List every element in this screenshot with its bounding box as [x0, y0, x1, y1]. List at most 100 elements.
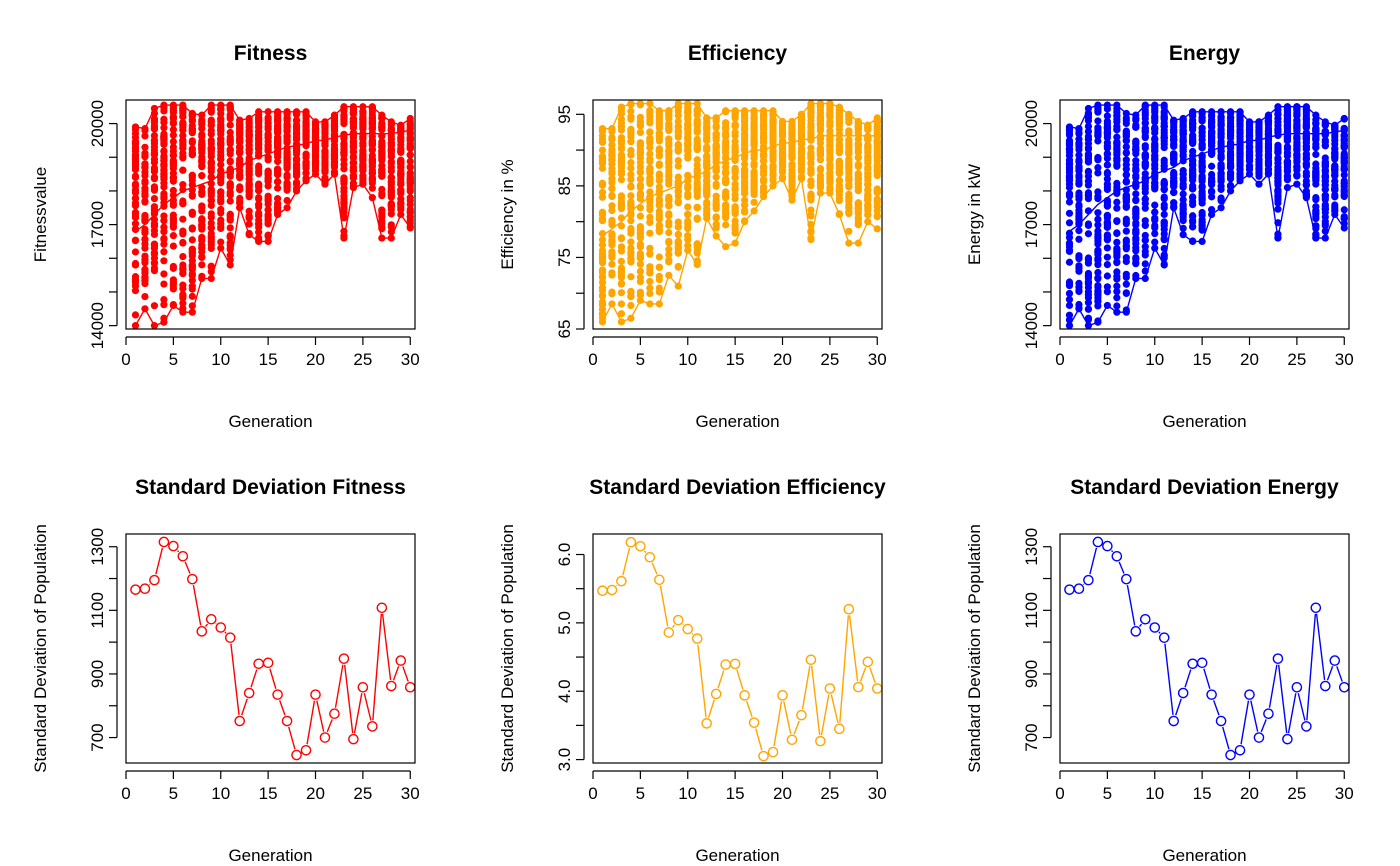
data-point	[160, 167, 168, 175]
data-point	[150, 259, 159, 267]
data-point	[245, 220, 253, 228]
data-point	[150, 115, 159, 123]
data-point	[1151, 238, 1159, 246]
data-point	[731, 221, 739, 229]
data-point	[274, 204, 282, 212]
data-point	[1103, 261, 1111, 269]
data-point	[131, 186, 140, 194]
data-point	[378, 189, 386, 198]
data-point	[160, 118, 168, 127]
data-point	[598, 217, 607, 225]
data-point	[292, 116, 301, 124]
data-point	[198, 120, 206, 128]
data-point	[1094, 194, 1102, 203]
data-point	[797, 154, 806, 162]
data-point	[1075, 164, 1083, 172]
data-point	[1075, 253, 1083, 261]
data-point	[636, 128, 644, 137]
data-point	[797, 145, 806, 153]
data-point	[807, 136, 815, 144]
data-point	[160, 301, 168, 309]
data-point	[397, 163, 405, 172]
data-point	[226, 146, 234, 154]
data-point	[169, 147, 177, 155]
data-point	[655, 272, 663, 280]
data-point	[1312, 143, 1320, 152]
data-point	[1274, 205, 1282, 213]
data-point	[1103, 288, 1111, 296]
data-point	[198, 172, 206, 180]
data-point	[1084, 230, 1093, 238]
x-tick-label: 30	[401, 350, 420, 369]
data-point	[1122, 143, 1130, 151]
data-point	[1189, 182, 1197, 190]
data-point	[387, 141, 395, 150]
data-point	[1312, 150, 1320, 159]
data-point	[741, 190, 749, 198]
data-point	[1113, 118, 1121, 126]
data-point	[1103, 202, 1111, 210]
data-point	[1132, 165, 1140, 173]
data-point	[406, 205, 414, 213]
data-point	[188, 171, 196, 180]
data-point	[1103, 105, 1111, 113]
data-point	[636, 154, 644, 162]
data-point	[1113, 244, 1121, 252]
data-point	[264, 133, 272, 141]
data-point	[617, 119, 626, 127]
data-point	[1170, 155, 1178, 163]
data-point	[1065, 301, 1074, 310]
data-point	[1151, 113, 1159, 121]
data-point	[255, 164, 263, 172]
data-point	[359, 135, 367, 143]
data-point	[608, 288, 616, 296]
data-point	[1075, 201, 1083, 209]
data-point	[188, 282, 196, 290]
data-point	[378, 172, 386, 180]
data-point	[179, 181, 187, 189]
data-point	[1179, 200, 1187, 209]
data-point	[788, 150, 796, 158]
data-point	[731, 149, 739, 157]
data-point	[646, 250, 654, 258]
data-point	[845, 159, 853, 168]
data-point	[835, 115, 843, 124]
data-point	[1189, 222, 1197, 230]
data-point	[1189, 131, 1197, 139]
data-point	[636, 190, 644, 198]
data-point	[722, 143, 730, 151]
data-point	[750, 151, 758, 159]
data-point	[797, 118, 806, 126]
data-point	[617, 194, 626, 202]
data-point	[359, 151, 367, 159]
data-point	[741, 171, 749, 179]
data-point	[1094, 256, 1102, 264]
data-point	[826, 138, 834, 146]
data-point	[160, 280, 168, 288]
data-point	[274, 178, 282, 186]
data-point	[207, 158, 215, 166]
data-point	[1122, 202, 1130, 210]
data-point	[217, 106, 225, 114]
data-point	[1094, 275, 1102, 283]
data-point	[646, 229, 654, 237]
data-point	[1132, 121, 1140, 129]
data-point	[1264, 159, 1273, 167]
data-point	[1274, 121, 1282, 130]
data-point	[131, 248, 140, 256]
data-point	[1065, 190, 1074, 198]
data-point	[684, 184, 692, 192]
data-point	[188, 150, 196, 159]
data-point	[864, 166, 872, 174]
data-point	[627, 201, 635, 210]
data-point	[245, 186, 253, 194]
data-point	[198, 253, 206, 261]
data-point	[1122, 254, 1130, 262]
data-point	[274, 157, 282, 166]
data-point	[274, 209, 282, 217]
data-point	[750, 125, 758, 133]
data-point	[217, 155, 225, 163]
data-point	[778, 146, 787, 155]
data-point	[245, 170, 253, 178]
